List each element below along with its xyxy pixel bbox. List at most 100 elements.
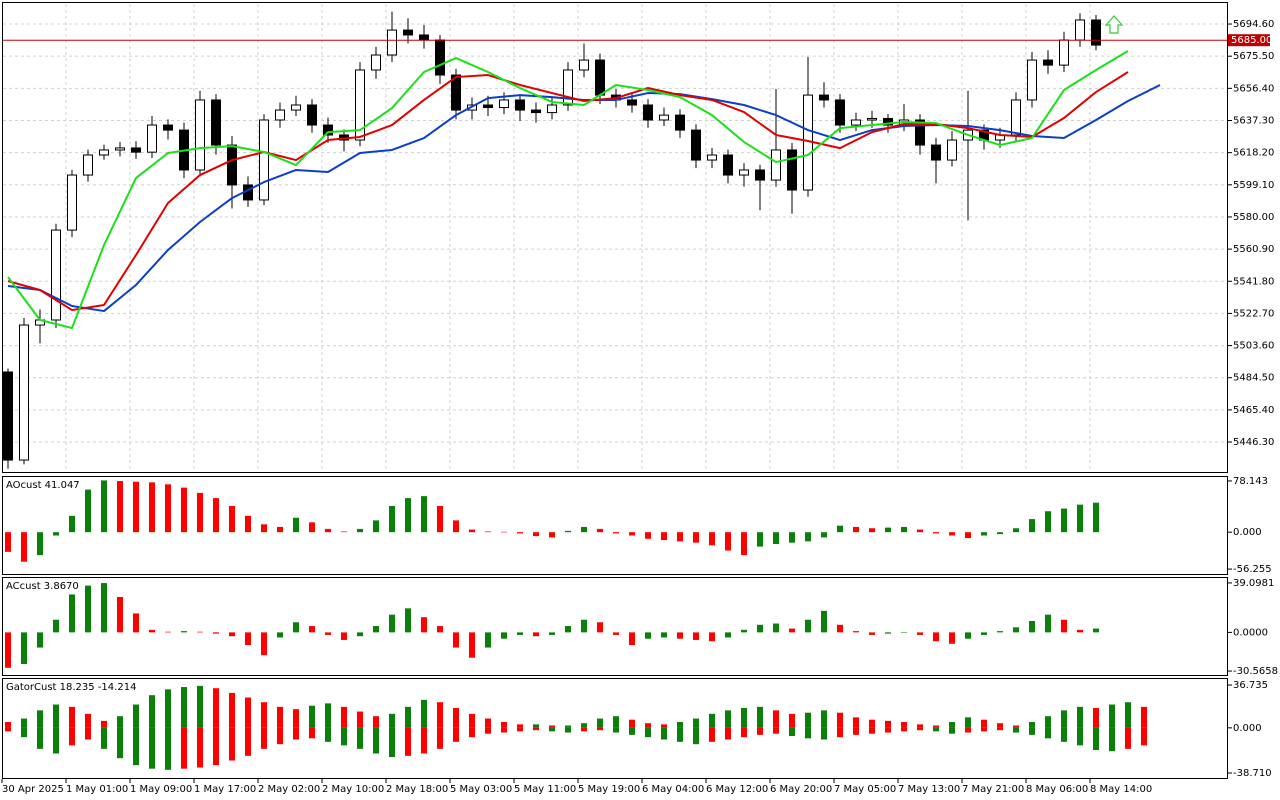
- histogram-bar: [821, 610, 827, 633]
- gator-bar: [53, 704, 59, 728]
- x-tick-label: 5 May 11:00: [514, 784, 576, 795]
- gator-bar: [869, 719, 875, 728]
- gator-bar: [597, 727, 603, 731]
- candle-body: [51, 229, 61, 321]
- x-tick-label: 2 May 10:00: [322, 784, 384, 795]
- histogram-bar: [85, 585, 91, 633]
- gator-bar: [533, 727, 539, 731]
- histogram-bar: [229, 632, 235, 637]
- x-tick-label: 1 May 09:00: [130, 784, 192, 795]
- histogram-bar: [709, 632, 715, 642]
- histogram-bar: [165, 484, 171, 533]
- gator-bar: [629, 719, 635, 728]
- x-tick-label: 2 May 02:00: [258, 784, 320, 795]
- histogram-bar: [693, 532, 699, 543]
- histogram-bar: [821, 532, 827, 538]
- histogram-bar: [741, 629, 747, 633]
- y-tick-label: 5599.10: [1233, 180, 1274, 191]
- gator-bar: [117, 716, 123, 728]
- histogram-bar: [309, 626, 315, 633]
- gator-bar: [517, 724, 523, 728]
- gator-bar: [309, 705, 315, 728]
- histogram-bar: [133, 613, 139, 633]
- histogram-bar: [661, 532, 667, 541]
- histogram-bar: [677, 632, 683, 639]
- histogram-bar: [69, 515, 75, 533]
- gator-bar: [1109, 727, 1115, 752]
- y-tick-label: -38.710: [1233, 768, 1272, 779]
- gator-bar: [309, 727, 315, 739]
- histogram-bar: [741, 532, 747, 556]
- gator-bar: [501, 727, 507, 733]
- gator-bar: [725, 710, 731, 728]
- candle-body: [403, 29, 413, 36]
- candle-body: [435, 39, 445, 76]
- histogram-bar: [997, 532, 1003, 535]
- histogram-bar: [613, 632, 619, 635]
- x-tick-label: 8 May 06:00: [1026, 784, 1088, 795]
- gator-bar: [1013, 727, 1019, 733]
- histogram-bar: [53, 532, 59, 536]
- histogram-bar: [1029, 620, 1035, 633]
- histogram-bar: [533, 532, 539, 537]
- histogram-bar: [1061, 508, 1067, 533]
- gator-bar: [21, 718, 27, 728]
- gator-bar: [405, 706, 411, 728]
- gator-bar: [261, 702, 267, 728]
- histogram-bar: [501, 632, 507, 639]
- main-panel-frame: [2, 2, 1228, 473]
- y-tick-label: 5522.70: [1233, 308, 1274, 319]
- gator-bar: [533, 724, 539, 728]
- histogram-bar: [245, 515, 251, 533]
- candle-body: [819, 94, 829, 101]
- gator-bar: [197, 685, 203, 728]
- x-tick-label: 5 May 03:00: [450, 784, 512, 795]
- gator-bar: [1045, 716, 1051, 728]
- gator-bar: [789, 713, 795, 728]
- gator-bar: [741, 708, 747, 728]
- gator-bar: [1125, 727, 1131, 749]
- gator-bar: [245, 697, 251, 728]
- gator-bar: [549, 725, 555, 728]
- histogram-bar: [389, 505, 395, 533]
- gator-bar: [549, 727, 555, 732]
- candle-body: [755, 169, 765, 181]
- x-tick-label: 1 May 17:00: [194, 784, 256, 795]
- gator-bar: [565, 725, 571, 728]
- gator-bar: [789, 727, 795, 737]
- gator-bar: [1093, 708, 1099, 728]
- gator-bar: [277, 727, 283, 745]
- candle-body: [579, 59, 589, 71]
- histogram-bar: [485, 531, 491, 533]
- candle-body: [1091, 19, 1101, 46]
- gator-bar: [53, 727, 59, 754]
- candle-body: [1027, 59, 1037, 101]
- ac-panel-frame: [2, 577, 1228, 676]
- histogram-bar: [645, 632, 651, 639]
- histogram-bar: [661, 632, 667, 638]
- histogram-bar: [437, 626, 443, 633]
- gator-bar: [325, 727, 331, 742]
- gator-bar: [5, 727, 11, 732]
- gator-bar: [709, 727, 715, 742]
- gator-bar: [405, 727, 411, 756]
- gator-bar: [21, 727, 27, 738]
- y-tick-label: 39.0981: [1233, 578, 1274, 589]
- gator-bar: [645, 723, 651, 728]
- candle-body: [131, 147, 141, 153]
- gator-bar: [261, 727, 267, 749]
- histogram-bar: [405, 498, 411, 533]
- histogram-bar: [837, 525, 843, 533]
- y-tick-label: 5503.60: [1233, 341, 1274, 352]
- gator-bar: [213, 727, 219, 766]
- candle-body: [659, 114, 669, 121]
- histogram-bar: [213, 498, 219, 533]
- histogram-bar: [357, 528, 363, 533]
- gator-bar: [581, 723, 587, 728]
- candle-body: [227, 144, 237, 186]
- gator-bar: [501, 722, 507, 728]
- histogram-bar: [949, 632, 955, 644]
- histogram-bar: [37, 532, 43, 556]
- histogram-bar: [901, 526, 907, 533]
